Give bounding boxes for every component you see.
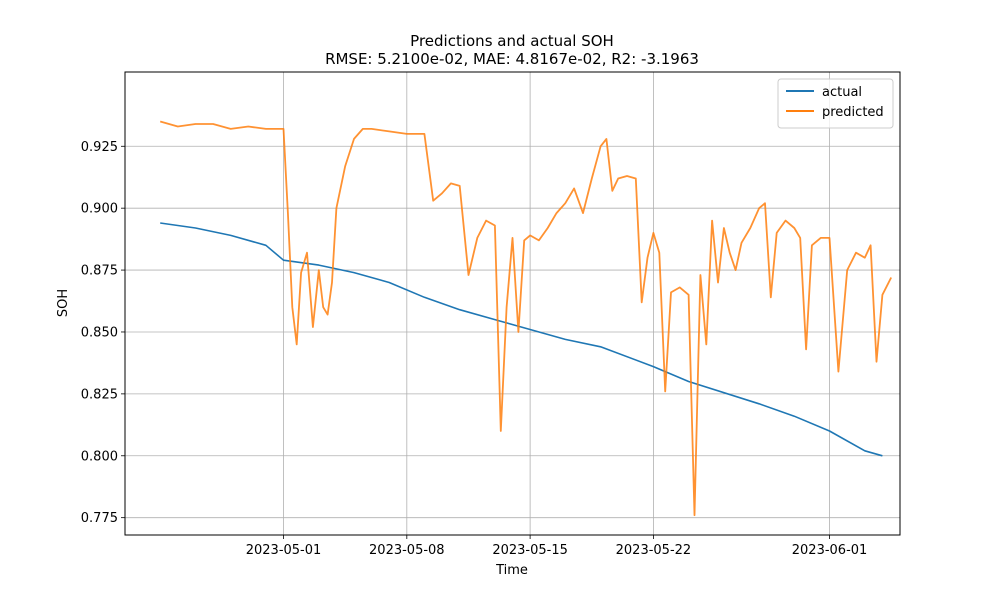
- chart-title: Predictions and actual SOH: [410, 32, 614, 50]
- series-layer: [159, 120, 893, 517]
- x-axis-label: Time: [495, 563, 528, 578]
- y-tick-label: 0.775: [81, 511, 118, 526]
- legend-label-actual: actual: [822, 85, 862, 100]
- x-tick-label: 2023-06-01: [792, 543, 868, 558]
- y-tick-label: 0.800: [81, 449, 118, 464]
- y-tick-label: 0.875: [81, 264, 118, 279]
- x-tick-label: 2023-05-15: [492, 543, 568, 558]
- y-tick-label: 0.850: [81, 325, 118, 340]
- y-axis-label: SOH: [56, 289, 71, 317]
- y-tick-label: 0.925: [81, 140, 118, 155]
- x-tick-label: 2023-05-01: [246, 543, 322, 558]
- series-line-actual: [160, 222, 883, 457]
- plot-frame: [124, 71, 901, 536]
- y-axis: 0.775 0.800 0.825 0.850 0.875 0.900 0.925: [81, 140, 125, 526]
- plot-area: [125, 72, 900, 535]
- legend-label-predicted: predicted: [822, 105, 884, 120]
- y-tick-label: 0.900: [81, 202, 118, 217]
- grid: [125, 72, 900, 535]
- legend: actual predicted: [777, 78, 894, 129]
- x-axis: 2023-05-01 2023-05-08 2023-05-15 2023-05-22…: [246, 535, 868, 558]
- x-tick-label: 2023-05-08: [369, 543, 445, 558]
- series-line-predicted: [159, 120, 893, 517]
- y-tick-label: 0.825: [81, 387, 118, 402]
- chart-subtitle: RMSE: 5.2100e-02, MAE: 4.8167e-02, R2: -…: [325, 50, 699, 68]
- x-tick-label: 2023-05-22: [616, 543, 692, 558]
